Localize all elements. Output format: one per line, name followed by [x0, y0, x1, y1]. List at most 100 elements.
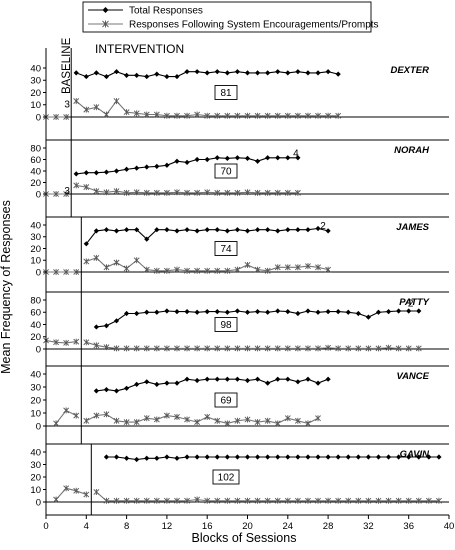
y-tick-label: 40 [30, 166, 41, 177]
value-box [214, 392, 238, 408]
prompt-point [73, 269, 80, 275]
prompt-point [264, 497, 271, 504]
prompt-point [274, 189, 281, 196]
prompt-point [274, 420, 281, 427]
prompt-point [405, 345, 412, 352]
x-tick-label: 20 [242, 521, 253, 532]
total-point [285, 376, 291, 382]
total-point [305, 70, 311, 76]
series-line [96, 378, 329, 392]
prompt-point [103, 264, 110, 271]
annotation-label: 2 [408, 298, 414, 309]
prompt-point [123, 345, 130, 352]
y-tick-label: 20 [30, 472, 41, 483]
total-point [174, 228, 180, 234]
total-point [295, 227, 301, 233]
prompt-point [375, 497, 382, 504]
total-point [124, 72, 130, 78]
total-point [406, 308, 412, 314]
total-point [113, 454, 120, 460]
total-point [335, 71, 341, 77]
total-point [244, 309, 251, 315]
prompt-point [53, 114, 59, 120]
prompt-point [83, 339, 90, 346]
prompt-point [294, 189, 301, 196]
prompt-point [133, 497, 140, 504]
total-point [244, 377, 251, 384]
prompt-point [163, 412, 170, 419]
total-point [295, 454, 301, 460]
prompt-point [315, 497, 321, 504]
prompt-point [204, 497, 211, 504]
prompt-point [325, 497, 332, 504]
prompt-point [123, 419, 130, 426]
total-point [275, 454, 281, 460]
total-point [174, 455, 180, 461]
total-point [103, 323, 110, 329]
prompt-point [63, 269, 70, 275]
prompt-point [184, 497, 190, 504]
value-box-label: 81 [220, 88, 232, 99]
prompt-point [53, 496, 59, 503]
prompt-point [53, 191, 59, 197]
prompt-point [143, 189, 150, 196]
total-point [164, 308, 170, 314]
series-total-responses [83, 225, 331, 247]
prompt-point [305, 497, 311, 504]
prompt-point [113, 497, 120, 504]
x-tick-label: 28 [323, 521, 334, 532]
prompt-point [294, 417, 301, 424]
value-box-label: 69 [220, 396, 232, 407]
y-tick-label: 0 [36, 267, 41, 278]
series-line [45, 339, 77, 344]
y-tick-label: 40 [30, 63, 41, 74]
total-point [295, 310, 301, 317]
total-point [73, 171, 79, 177]
prompt-point [305, 112, 311, 119]
x-tick-label: 12 [162, 521, 173, 532]
prompt-point [184, 345, 190, 352]
series-prompted-responses [43, 98, 342, 120]
series-prompted-responses [53, 407, 321, 427]
legend: Total Responses Responses Following Syst… [82, 1, 379, 33]
prompt-point [194, 189, 201, 196]
y-tick-label: 60 [30, 308, 41, 319]
total-point [184, 69, 190, 75]
prompt-point [264, 417, 271, 424]
total-point [204, 309, 210, 315]
total-point [214, 454, 220, 460]
total-point [345, 454, 351, 460]
prompt-point [315, 345, 321, 352]
total-point [134, 165, 140, 171]
x-axis: 0 4 8 12 16 20 24 28 32 36 40 [43, 48, 454, 532]
series-total-responses [73, 155, 301, 177]
x-tick-label: 36 [403, 521, 414, 532]
total-point [285, 227, 291, 233]
total-point [265, 70, 271, 76]
prompt-point [204, 189, 211, 196]
y-tick-label: 20 [30, 244, 41, 255]
prompt-point [204, 267, 211, 274]
total-point [134, 381, 140, 387]
total-point [164, 454, 170, 460]
prompt-point [325, 344, 332, 351]
prompt-point [73, 487, 80, 494]
prompt-point [153, 267, 160, 274]
total-point [224, 155, 230, 161]
prompt-point [305, 420, 311, 427]
total-point [93, 70, 99, 76]
prompt-point [153, 189, 160, 196]
total-point [325, 309, 331, 315]
panel-vance: 0 10 20 30 40 VANCE 69 [30, 365, 449, 432]
total-point [144, 455, 150, 461]
total-point [244, 454, 251, 460]
total-point [265, 454, 271, 460]
total-point [83, 241, 89, 247]
total-point [174, 380, 180, 386]
y-tick-label: 0 [36, 344, 41, 355]
total-point [325, 228, 331, 234]
